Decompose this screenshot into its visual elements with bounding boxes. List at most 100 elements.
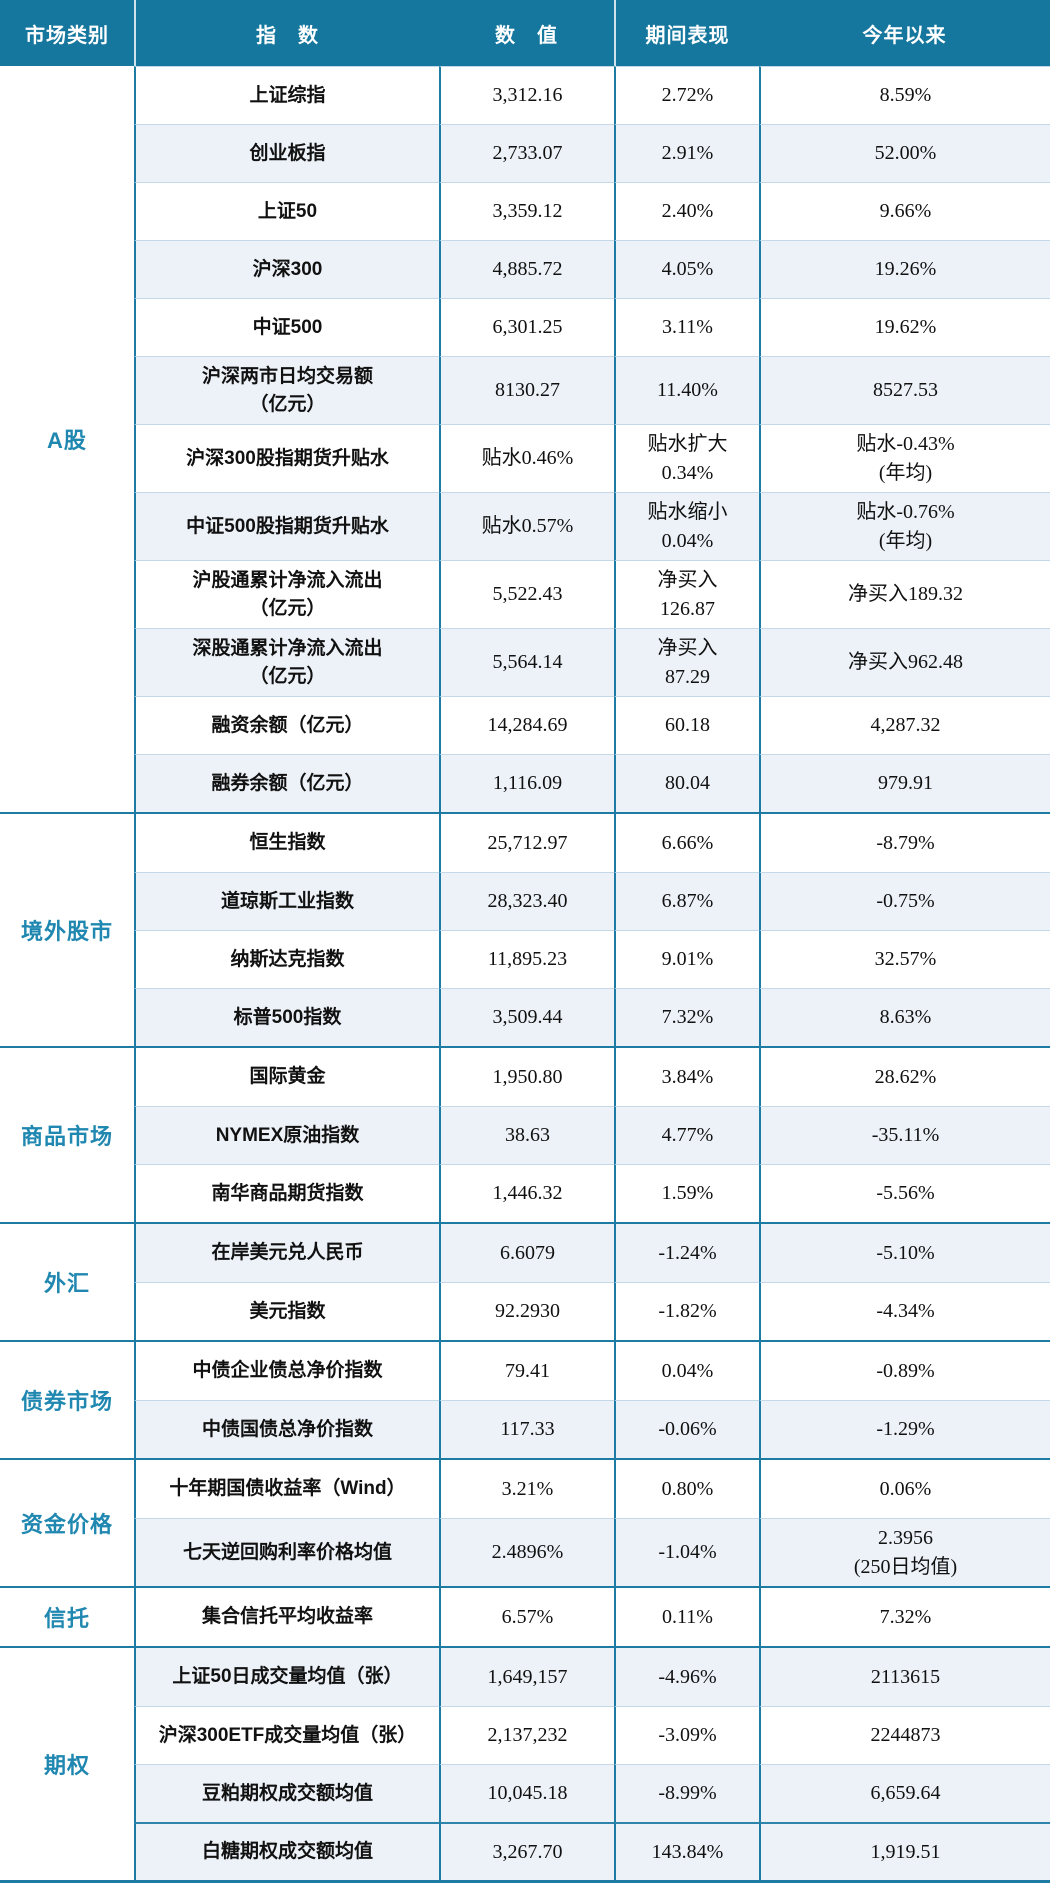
- ytd-cell: -4.34%: [759, 1282, 1050, 1340]
- index-cell: 国际黄金: [134, 1048, 439, 1106]
- index-cell: 沪深300股指期货升贴水: [134, 424, 439, 492]
- period-cell: 0.04%: [614, 1342, 759, 1400]
- value-cell: 79.41: [439, 1342, 614, 1400]
- ytd-cell: 贴水-0.76% (年均): [759, 492, 1050, 560]
- ytd-cell: 4,287.32: [759, 696, 1050, 754]
- index-cell: 沪深300ETF成交量均值（张）: [134, 1706, 439, 1764]
- period-cell: 80.04: [614, 754, 759, 812]
- value-cell: 3,359.12: [439, 182, 614, 240]
- value-cell: 1,649,157: [439, 1648, 614, 1706]
- period-cell: -1.82%: [614, 1282, 759, 1340]
- value-cell: 1,116.09: [439, 754, 614, 812]
- category-cell: 信托: [0, 1588, 134, 1646]
- ytd-cell: -8.79%: [759, 814, 1050, 872]
- value-cell: 3.21%: [439, 1460, 614, 1518]
- ytd-cell: 贴水-0.43% (年均): [759, 424, 1050, 492]
- index-cell: 在岸美元兑人民币: [134, 1224, 439, 1282]
- period-cell: -0.06%: [614, 1400, 759, 1458]
- index-cell: 沪股通累计净流入流出 （亿元）: [134, 560, 439, 628]
- period-cell: 0.80%: [614, 1460, 759, 1518]
- section-资金价格: 资金价格 十年期国债收益率（Wind） 3.21% 0.80% 0.06% 七天逆回购利率…: [0, 1458, 1050, 1586]
- period-cell: 4.05%: [614, 240, 759, 298]
- index-cell: 中证500股指期货升贴水: [134, 492, 439, 560]
- index-cell: 白糖期权成交额均值: [134, 1822, 439, 1880]
- period-cell: 4.77%: [614, 1106, 759, 1164]
- index-cell: 七天逆回购利率价格均值: [134, 1518, 439, 1586]
- category-cell: 期权: [0, 1648, 134, 1880]
- value-cell: 25,712.97: [439, 814, 614, 872]
- index-cell: 标普500指数: [134, 988, 439, 1046]
- period-cell: 贴水缩小 0.04%: [614, 492, 759, 560]
- value-cell: 6.6079: [439, 1224, 614, 1282]
- index-cell: 沪深两市日均交易额 （亿元）: [134, 356, 439, 424]
- period-cell: 2.91%: [614, 124, 759, 182]
- value-cell: 6,301.25: [439, 298, 614, 356]
- ytd-cell: 32.57%: [759, 930, 1050, 988]
- ytd-cell: 8.63%: [759, 988, 1050, 1046]
- value-cell: 5,522.43: [439, 560, 614, 628]
- period-cell: 0.11%: [614, 1588, 759, 1646]
- period-cell: 11.40%: [614, 356, 759, 424]
- period-cell: 净买入 126.87: [614, 560, 759, 628]
- index-cell: 融券余额（亿元）: [134, 754, 439, 812]
- category-cell: A股: [0, 66, 134, 812]
- ytd-cell: 8527.53: [759, 356, 1050, 424]
- value-cell: 14,284.69: [439, 696, 614, 754]
- index-cell: 恒生指数: [134, 814, 439, 872]
- category-cell: 债券市场: [0, 1342, 134, 1458]
- index-cell: 中债企业债总净价指数: [134, 1342, 439, 1400]
- table-body: A股 上证综指 3,312.16 2.72% 8.59% 创业板指 2,733.07 2.91…: [0, 66, 1050, 1880]
- section-债券市场: 债券市场 中债企业债总净价指数 79.41 0.04% -0.89% 中债国债总净价指数 1…: [0, 1340, 1050, 1458]
- index-cell: 上证50: [134, 182, 439, 240]
- index-cell: 中债国债总净价指数: [134, 1400, 439, 1458]
- header-cell-index: 指 数: [134, 0, 439, 66]
- period-cell: -3.09%: [614, 1706, 759, 1764]
- value-cell: 92.2930: [439, 1282, 614, 1340]
- ytd-cell: 19.62%: [759, 298, 1050, 356]
- period-cell: 2.72%: [614, 66, 759, 124]
- index-cell: 上证综指: [134, 66, 439, 124]
- value-cell: 28,323.40: [439, 872, 614, 930]
- value-cell: 117.33: [439, 1400, 614, 1458]
- index-cell: 纳斯达克指数: [134, 930, 439, 988]
- period-cell: -1.24%: [614, 1224, 759, 1282]
- ytd-cell: 0.06%: [759, 1460, 1050, 1518]
- ytd-cell: 8.59%: [759, 66, 1050, 124]
- ytd-cell: 52.00%: [759, 124, 1050, 182]
- ytd-cell: -1.29%: [759, 1400, 1050, 1458]
- ytd-cell: 净买入962.48: [759, 628, 1050, 696]
- ytd-cell: 19.26%: [759, 240, 1050, 298]
- header-cell-year-to-date: 今年以来: [862, 24, 947, 47]
- index-cell: 创业板指: [134, 124, 439, 182]
- ytd-cell: 28.62%: [759, 1048, 1050, 1106]
- ytd-cell: 9.66%: [759, 182, 1050, 240]
- ytd-cell: -0.89%: [759, 1342, 1050, 1400]
- value-cell: 4,885.72: [439, 240, 614, 298]
- table-header: 市场类别 指 数 数 值 期间表现 今年以来: [0, 0, 1050, 66]
- section-信托: 信托 集合信托平均收益率 6.57% 0.11% 7.32%: [0, 1586, 1050, 1646]
- ytd-cell: 6,659.64: [759, 1764, 1050, 1822]
- value-cell: 贴水0.57%: [439, 492, 614, 560]
- section-外汇: 外汇 在岸美元兑人民币 6.6079 -1.24% -5.10% 美元指数 92.2930-…: [0, 1222, 1050, 1340]
- value-cell: 1,446.32: [439, 1164, 614, 1222]
- period-cell: 3.11%: [614, 298, 759, 356]
- section-期权: 期权 上证50日成交量均值（张） 1,649,157 -4.96% 2113615 沪深3…: [0, 1646, 1050, 1880]
- period-cell: -1.04%: [614, 1518, 759, 1586]
- value-cell: 2.4896%: [439, 1518, 614, 1586]
- value-cell: 2,733.07: [439, 124, 614, 182]
- value-cell: 6.57%: [439, 1588, 614, 1646]
- period-cell: 7.32%: [614, 988, 759, 1046]
- value-cell: 8130.27: [439, 356, 614, 424]
- ytd-cell: 净买入189.32: [759, 560, 1050, 628]
- period-cell: 9.01%: [614, 930, 759, 988]
- period-cell: 贴水扩大 0.34%: [614, 424, 759, 492]
- section-境外股市: 境外股市 恒生指数 25,712.97 6.66% -8.79% 道琼斯工业指数 28,32…: [0, 812, 1050, 1046]
- category-cell: 商品市场: [0, 1048, 134, 1222]
- category-cell: 资金价格: [0, 1460, 134, 1586]
- value-cell: 贴水0.46%: [439, 424, 614, 492]
- index-cell: 美元指数: [134, 1282, 439, 1340]
- index-cell: 南华商品期货指数: [134, 1164, 439, 1222]
- ytd-cell: 7.32%: [759, 1588, 1050, 1646]
- category-cell: 境外股市: [0, 814, 134, 1046]
